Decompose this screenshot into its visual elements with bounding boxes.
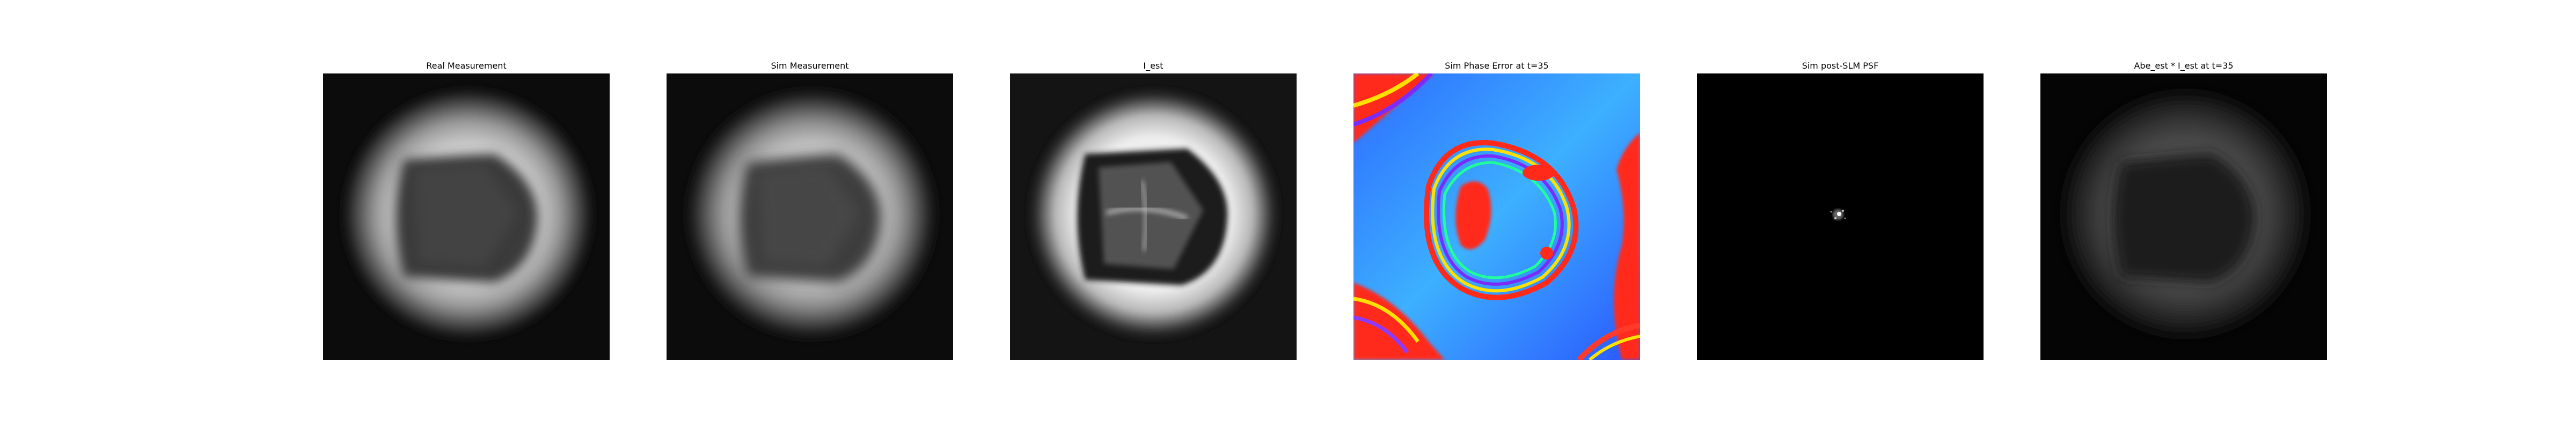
panel-title-sim-phase-error: Sim Phase Error at t=35	[1445, 61, 1549, 71]
image-sim-post-slm-psf	[1697, 73, 1984, 360]
image-abe-est-i-est	[2040, 73, 2327, 360]
panel-title-sim-measurement: Sim Measurement	[771, 61, 849, 71]
panel-title-abe-est-i-est: Abe_est * I_est at t=35	[2134, 61, 2234, 71]
image-i-est	[1010, 73, 1297, 360]
image-real-measurement	[323, 73, 610, 360]
panel-title-real-measurement: Real Measurement	[426, 61, 507, 71]
image-sim-phase-error	[1353, 73, 1640, 360]
panel-title-i-est: I_est	[1143, 61, 1163, 71]
image-sim-measurement	[667, 73, 953, 360]
panel-title-sim-post-slm-psf: Sim post-SLM PSF	[1802, 61, 1879, 71]
